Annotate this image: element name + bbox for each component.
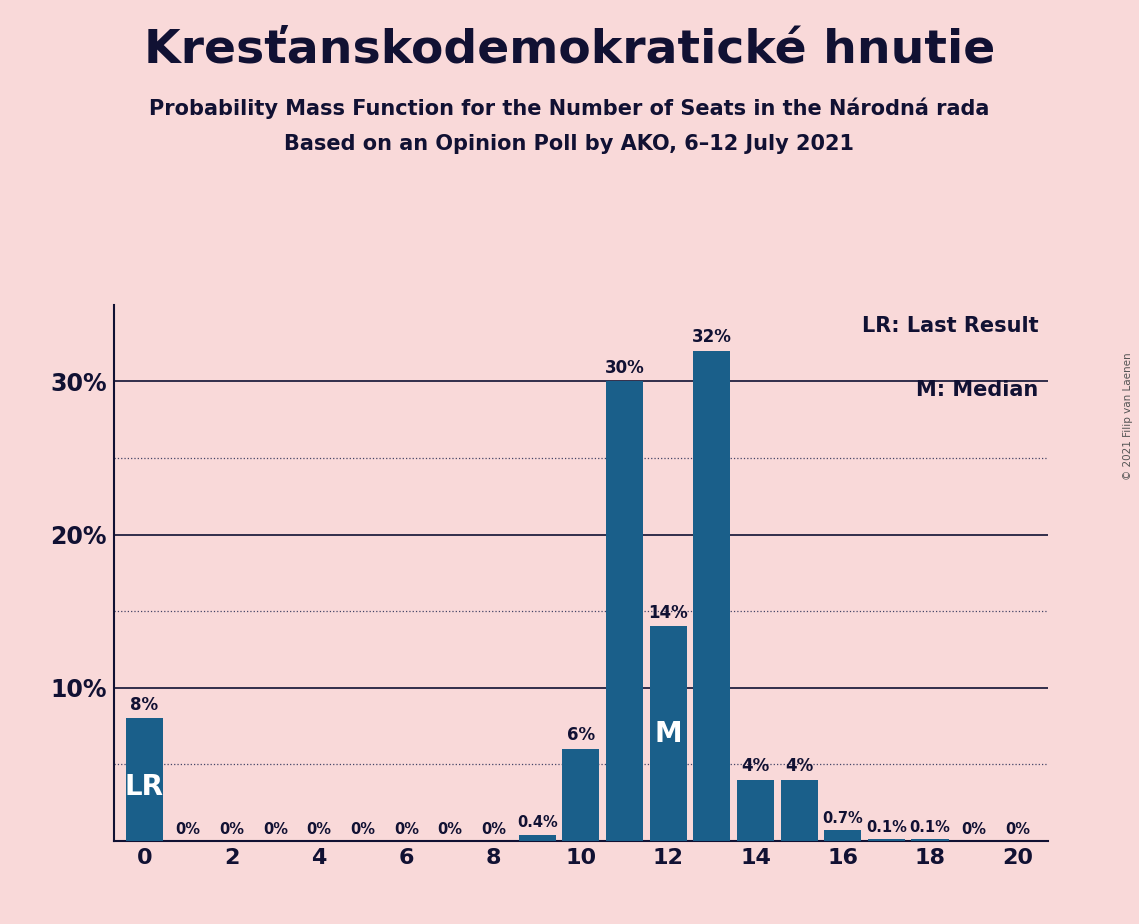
Text: 32%: 32% [691,328,731,346]
Text: 0%: 0% [263,822,288,837]
Text: 0%: 0% [219,822,244,837]
Bar [780,780,818,841]
Text: 14%: 14% [648,604,688,622]
Text: 0.4%: 0.4% [517,815,558,830]
Text: 0%: 0% [175,822,200,837]
Bar [825,830,861,841]
Text: LR: LR [125,773,164,801]
Bar [649,626,687,841]
Text: 0%: 0% [481,822,506,837]
Text: Kresťanskodemokratické hnutie: Kresťanskodemokratické hnutie [144,28,995,73]
Bar [911,839,949,841]
Text: M: M [655,720,682,748]
Bar [606,382,644,841]
Text: 0.7%: 0.7% [822,810,863,825]
Text: Based on an Opinion Poll by AKO, 6–12 July 2021: Based on an Opinion Poll by AKO, 6–12 Ju… [285,134,854,154]
Text: 0%: 0% [306,822,331,837]
Bar [868,839,906,841]
Text: Probability Mass Function for the Number of Seats in the Národná rada: Probability Mass Function for the Number… [149,97,990,118]
Text: M: Median: M: Median [916,380,1039,400]
Text: 0%: 0% [394,822,419,837]
Text: 0.1%: 0.1% [866,820,907,834]
Text: 8%: 8% [130,696,158,713]
Text: 0.1%: 0.1% [910,820,950,834]
Text: LR: Last Result: LR: Last Result [862,316,1039,335]
Text: 0%: 0% [1005,822,1030,837]
Bar [126,718,163,841]
Text: 0%: 0% [350,822,375,837]
Bar [563,749,599,841]
Text: 4%: 4% [741,757,770,775]
Text: 4%: 4% [785,757,813,775]
Text: 0%: 0% [437,822,462,837]
Text: 0%: 0% [961,822,986,837]
Text: © 2021 Filip van Laenen: © 2021 Filip van Laenen [1123,352,1133,480]
Bar [694,351,730,841]
Bar [737,780,775,841]
Text: 30%: 30% [605,359,645,377]
Text: 6%: 6% [567,726,595,745]
Bar [518,834,556,841]
